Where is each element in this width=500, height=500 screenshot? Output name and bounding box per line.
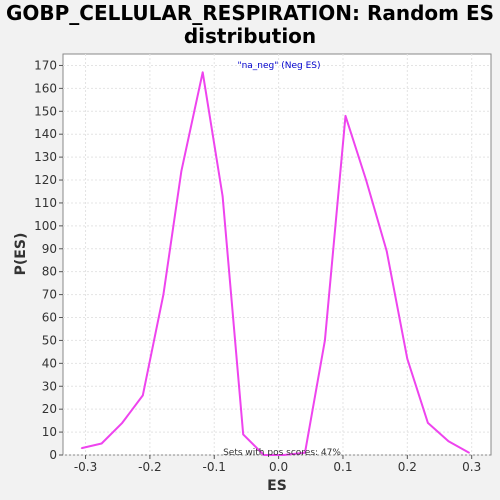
series-point bbox=[180, 170, 183, 172]
x-tick-label: 0.3 bbox=[462, 460, 481, 474]
chart-title-line2: distribution bbox=[183, 24, 317, 48]
y-tick-label: 40 bbox=[42, 356, 57, 370]
y-tick-label: 150 bbox=[34, 104, 57, 118]
y-tick-label: 60 bbox=[42, 311, 57, 325]
y-tick-label: 20 bbox=[42, 402, 57, 416]
legend-entry: "na_neg" (Neg ES) bbox=[237, 61, 320, 71]
y-tick-label: 100 bbox=[34, 219, 57, 233]
series-point bbox=[100, 442, 103, 445]
series-point bbox=[121, 422, 124, 424]
pos-scores-annotation: Sets with pos scores: 47% bbox=[223, 448, 341, 458]
series-point bbox=[344, 115, 347, 117]
y-tick-label: 0 bbox=[49, 448, 57, 462]
y-tick-label: 140 bbox=[34, 127, 57, 141]
series-line bbox=[81, 71, 470, 456]
series-point bbox=[324, 339, 326, 342]
x-tick-label: 0.0 bbox=[269, 460, 288, 474]
chart-title: GOBP_CELLULAR_RESPIRATION: Random ES dis… bbox=[0, 2, 500, 48]
y-tick-label: 170 bbox=[34, 58, 57, 72]
series-point bbox=[304, 451, 306, 454]
grid-lines bbox=[63, 54, 491, 456]
y-tick-label: 30 bbox=[42, 379, 57, 393]
x-tick-label: -0.3 bbox=[74, 460, 97, 474]
axes: 0 10 20 30 40 50 60 70 80 90 100 110 120 130 140 150 160… bbox=[34, 58, 481, 474]
y-tick-label: 160 bbox=[34, 81, 57, 95]
y-tick-label: 120 bbox=[34, 173, 57, 187]
chart-title-line1: GOBP_CELLULAR_RESPIRATION: Random ES bbox=[5, 1, 495, 25]
series-point bbox=[221, 195, 224, 197]
y-tick-label: 90 bbox=[42, 242, 57, 256]
series-point bbox=[242, 433, 245, 436]
series-point bbox=[142, 394, 144, 397]
series-point bbox=[365, 179, 367, 181]
series-point bbox=[406, 357, 409, 360]
y-tick-label: 70 bbox=[42, 288, 57, 302]
series-point bbox=[385, 250, 388, 252]
series-layer bbox=[80, 71, 470, 456]
y-tick-label: 80 bbox=[42, 265, 57, 279]
y-tick-label: 130 bbox=[34, 150, 57, 164]
x-tick-label: 0.2 bbox=[398, 460, 417, 474]
series-point bbox=[468, 451, 470, 454]
series-point bbox=[447, 440, 450, 443]
series-point bbox=[263, 454, 265, 456]
series-point bbox=[162, 293, 165, 296]
x-tick-label: -0.2 bbox=[138, 460, 161, 474]
series-point bbox=[201, 71, 204, 74]
x-tick-label: 0.1 bbox=[333, 460, 352, 474]
series-point bbox=[80, 447, 83, 449]
y-tick-label: 50 bbox=[42, 333, 57, 347]
y-tick-label: 110 bbox=[34, 196, 57, 210]
series-point bbox=[427, 422, 429, 424]
y-axis-label: P(ES) bbox=[13, 233, 29, 276]
plot-area bbox=[62, 53, 492, 456]
x-tick-label: -0.1 bbox=[203, 460, 226, 474]
y-tick-label: 10 bbox=[42, 425, 57, 439]
series-point bbox=[282, 454, 285, 456]
x-axis-label: ES bbox=[267, 478, 287, 494]
